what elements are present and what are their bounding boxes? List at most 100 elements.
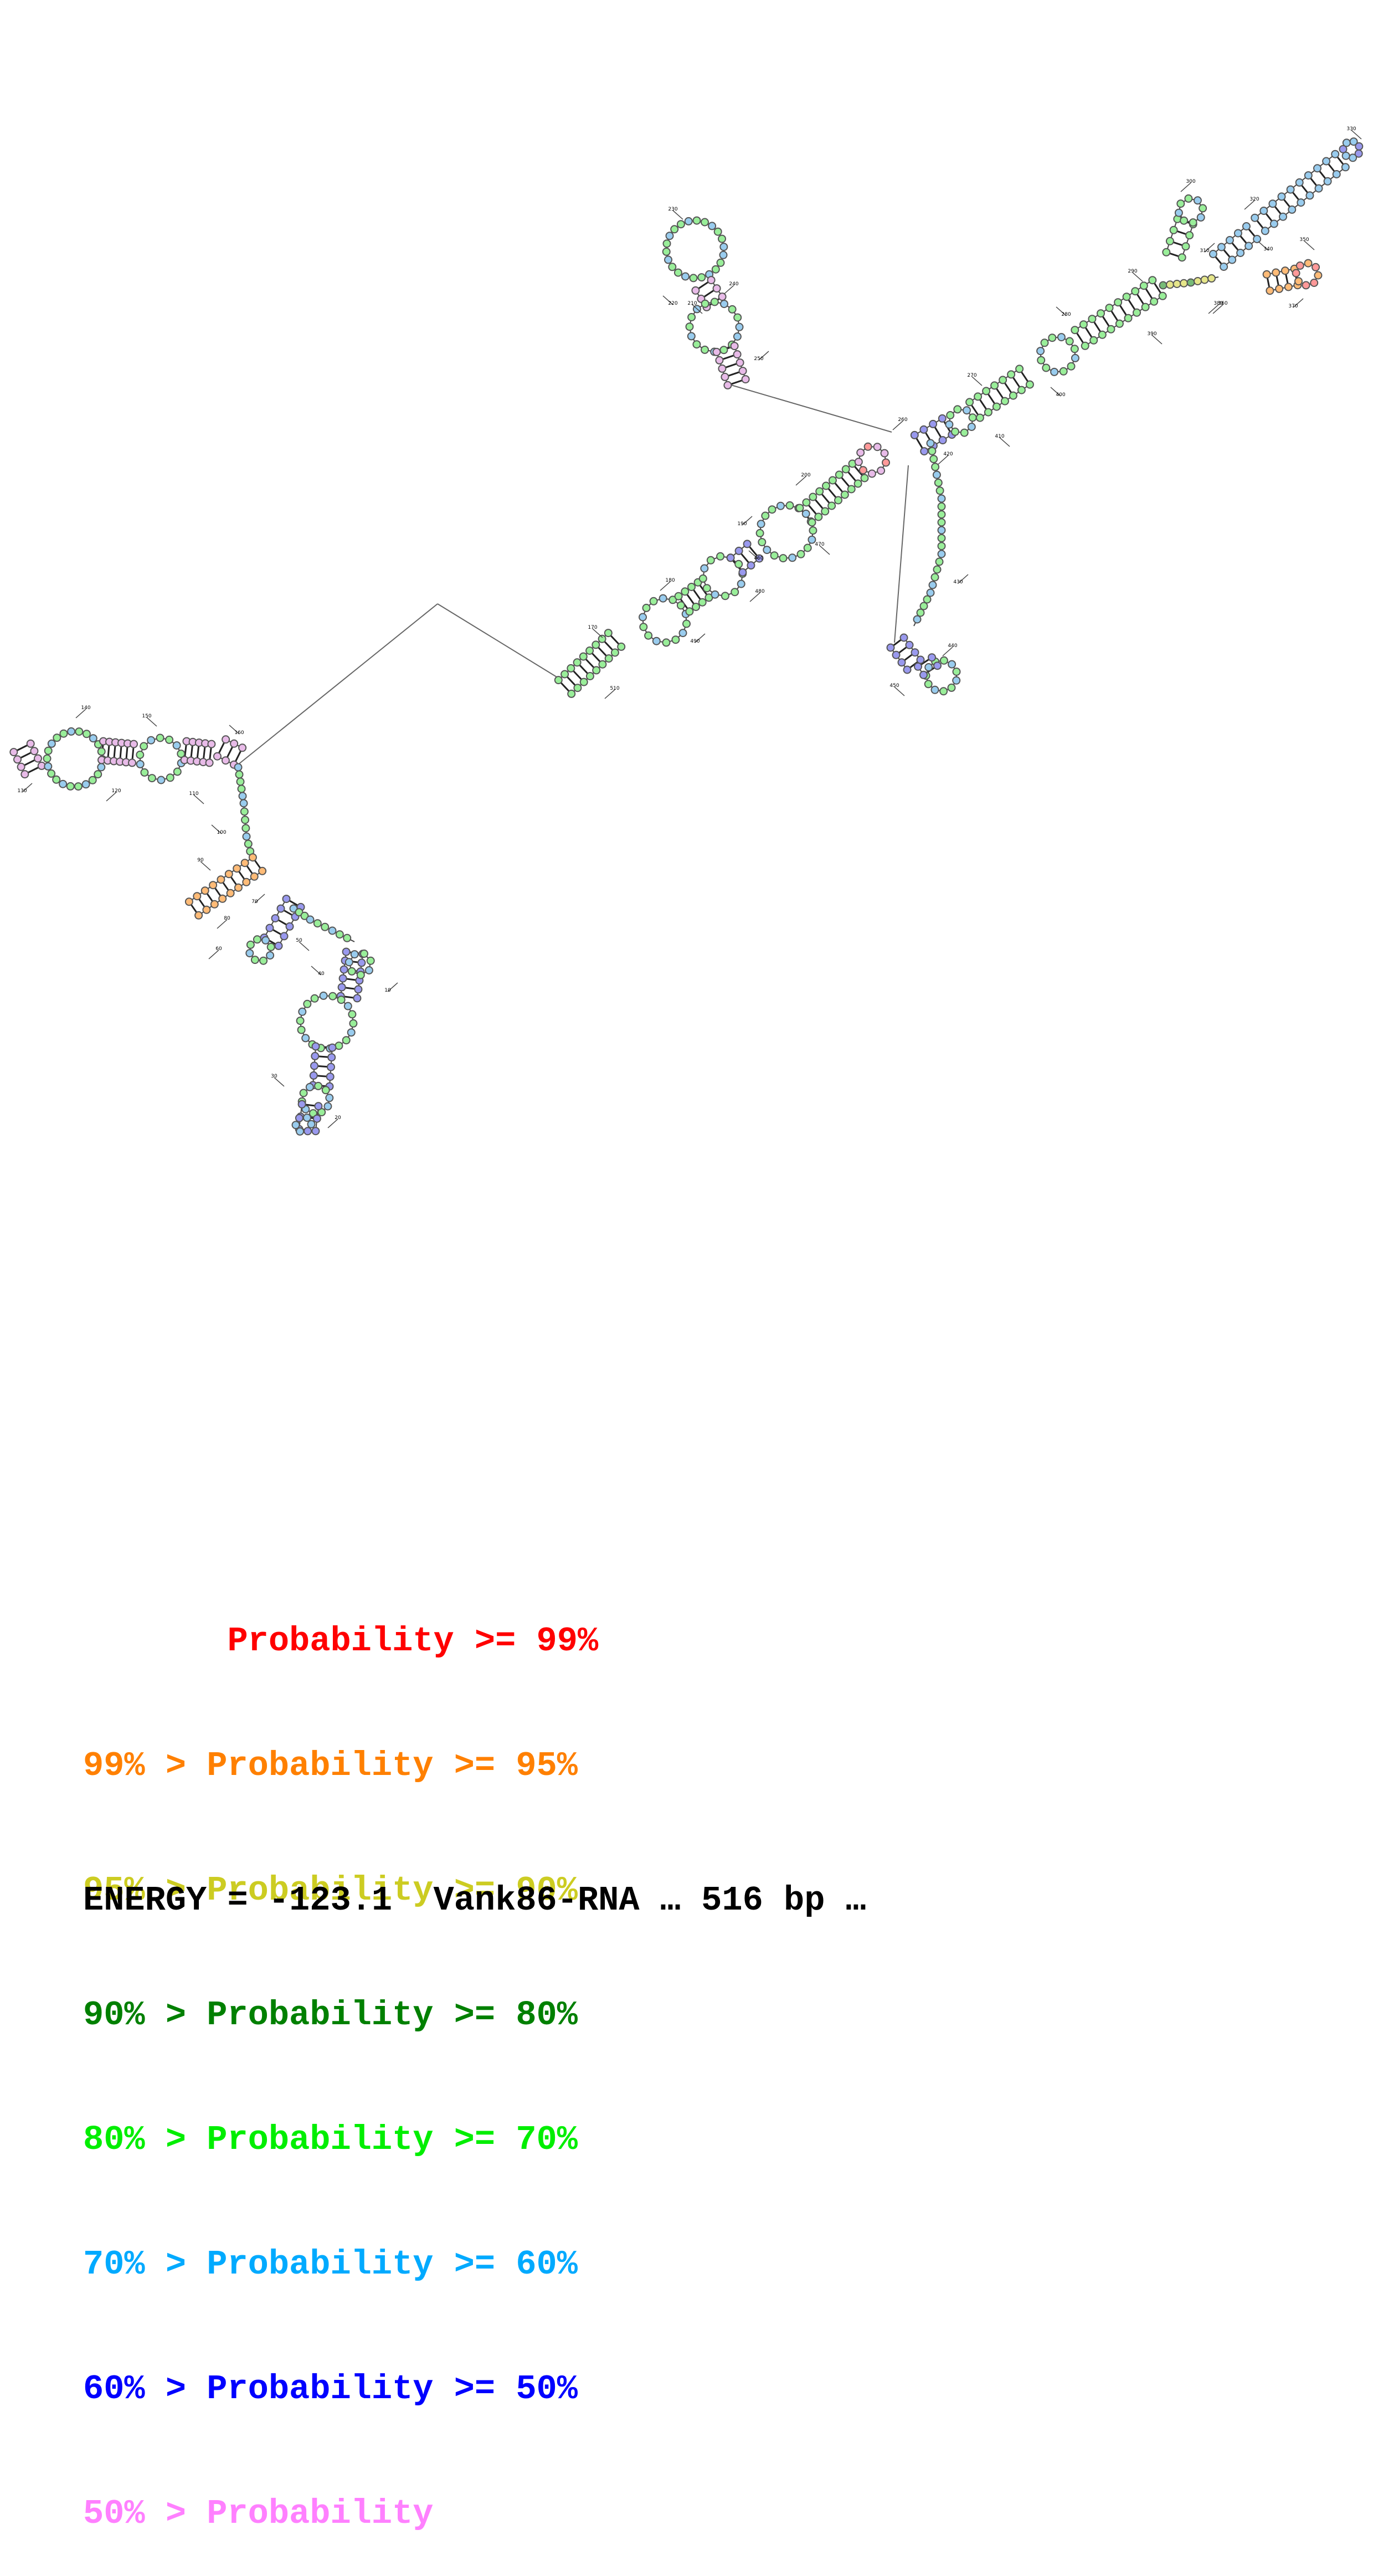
nucleotide — [916, 655, 925, 664]
position-label: 70 — [251, 899, 258, 905]
nucleotide — [280, 932, 289, 941]
nucleotide — [240, 859, 249, 868]
nucleotide — [213, 752, 222, 761]
label-tick — [1208, 304, 1219, 314]
nucleotide — [314, 1081, 323, 1090]
label-tick — [1244, 200, 1255, 210]
nucleotide — [323, 1102, 332, 1111]
nucleotide — [1115, 319, 1124, 328]
nucleotide — [649, 597, 658, 605]
nucleotide — [1025, 380, 1034, 389]
nucleotide — [1081, 341, 1089, 350]
position-label: 410 — [995, 434, 1004, 439]
nucleotide — [984, 408, 993, 417]
nucleotide — [747, 561, 755, 570]
label-tick — [211, 824, 222, 834]
nucleotide — [579, 678, 588, 686]
nucleotide — [886, 643, 895, 652]
nucleotide — [763, 546, 772, 555]
nucleotide — [237, 784, 246, 793]
nucleotide — [271, 914, 280, 923]
nucleotide — [1009, 391, 1017, 400]
nucleotide — [924, 680, 933, 689]
nucleotide — [662, 239, 671, 248]
nucleotide — [1220, 263, 1228, 271]
nucleotide — [184, 897, 193, 906]
nucleotide — [321, 1086, 330, 1095]
nucleotide — [741, 375, 750, 384]
nucleotide — [953, 405, 962, 414]
nucleotide — [302, 1113, 311, 1122]
nucleotide — [226, 889, 235, 897]
backbone-segment — [1084, 295, 1163, 347]
nucleotide — [1098, 330, 1107, 339]
nucleotide — [905, 640, 914, 649]
nucleotide — [853, 479, 862, 488]
nucleotide — [1017, 386, 1026, 394]
nucleotide — [253, 935, 261, 944]
nucleotide — [1304, 259, 1313, 268]
nucleotide — [685, 607, 694, 616]
nucleotide — [354, 985, 363, 994]
nucleotide — [882, 458, 890, 467]
nucleotide — [808, 518, 816, 527]
nucleotide — [172, 741, 181, 750]
nucleotide — [1277, 192, 1286, 201]
nucleotide — [892, 650, 901, 659]
nucleotide — [1174, 208, 1183, 217]
nucleotide — [691, 286, 700, 295]
position-label: 160 — [234, 730, 244, 736]
nucleotide — [926, 588, 935, 597]
nucleotide — [716, 258, 725, 267]
nucleotide — [585, 672, 594, 680]
nucleotide — [854, 458, 863, 466]
nucleotide — [364, 966, 373, 974]
nucleotide — [202, 905, 211, 914]
nucleotide — [173, 767, 182, 776]
nucleotide — [676, 220, 685, 229]
nucleotide — [937, 542, 946, 551]
nucleotide — [299, 1089, 308, 1097]
label-tick — [938, 455, 949, 465]
nucleotide — [712, 347, 721, 356]
nucleotide — [847, 485, 856, 494]
nucleotide — [1176, 199, 1185, 208]
nucleotide — [692, 216, 701, 225]
label-tick — [892, 420, 903, 430]
nucleotide — [1228, 255, 1237, 264]
label-tick — [208, 950, 219, 959]
nucleotide — [311, 1051, 320, 1060]
nucleotide — [761, 511, 770, 520]
nucleotide — [366, 956, 375, 965]
nucleotide — [140, 742, 148, 751]
nucleotide — [968, 413, 977, 422]
nucleotide — [1097, 309, 1105, 318]
nucleotide — [298, 1007, 307, 1016]
nucleotide — [1105, 304, 1114, 312]
nucleotide — [644, 631, 653, 640]
nucleotide — [337, 995, 346, 1004]
nucleotide — [930, 573, 939, 582]
nucleotide — [1194, 277, 1202, 285]
nucleotide — [1272, 268, 1281, 277]
nucleotide — [295, 1113, 304, 1122]
nucleotide — [685, 322, 694, 331]
nucleotide — [1057, 333, 1066, 342]
nucleotide — [221, 756, 230, 765]
nucleotide — [935, 486, 944, 495]
nucleotide — [1059, 367, 1068, 376]
nucleotide — [344, 958, 353, 967]
nucleotide — [706, 556, 715, 565]
nucleotide — [698, 598, 707, 607]
position-label: 30 — [271, 1074, 277, 1079]
nucleotide — [1037, 356, 1046, 365]
nucleotide — [796, 550, 805, 558]
nucleotide — [296, 1017, 305, 1025]
nucleotide — [718, 293, 727, 301]
nucleotide — [678, 629, 687, 638]
nucleotide — [692, 603, 700, 611]
nucleotide — [209, 881, 218, 890]
nucleotide — [340, 965, 348, 974]
nucleotide — [814, 512, 823, 521]
position-label: 330 — [1346, 126, 1356, 132]
